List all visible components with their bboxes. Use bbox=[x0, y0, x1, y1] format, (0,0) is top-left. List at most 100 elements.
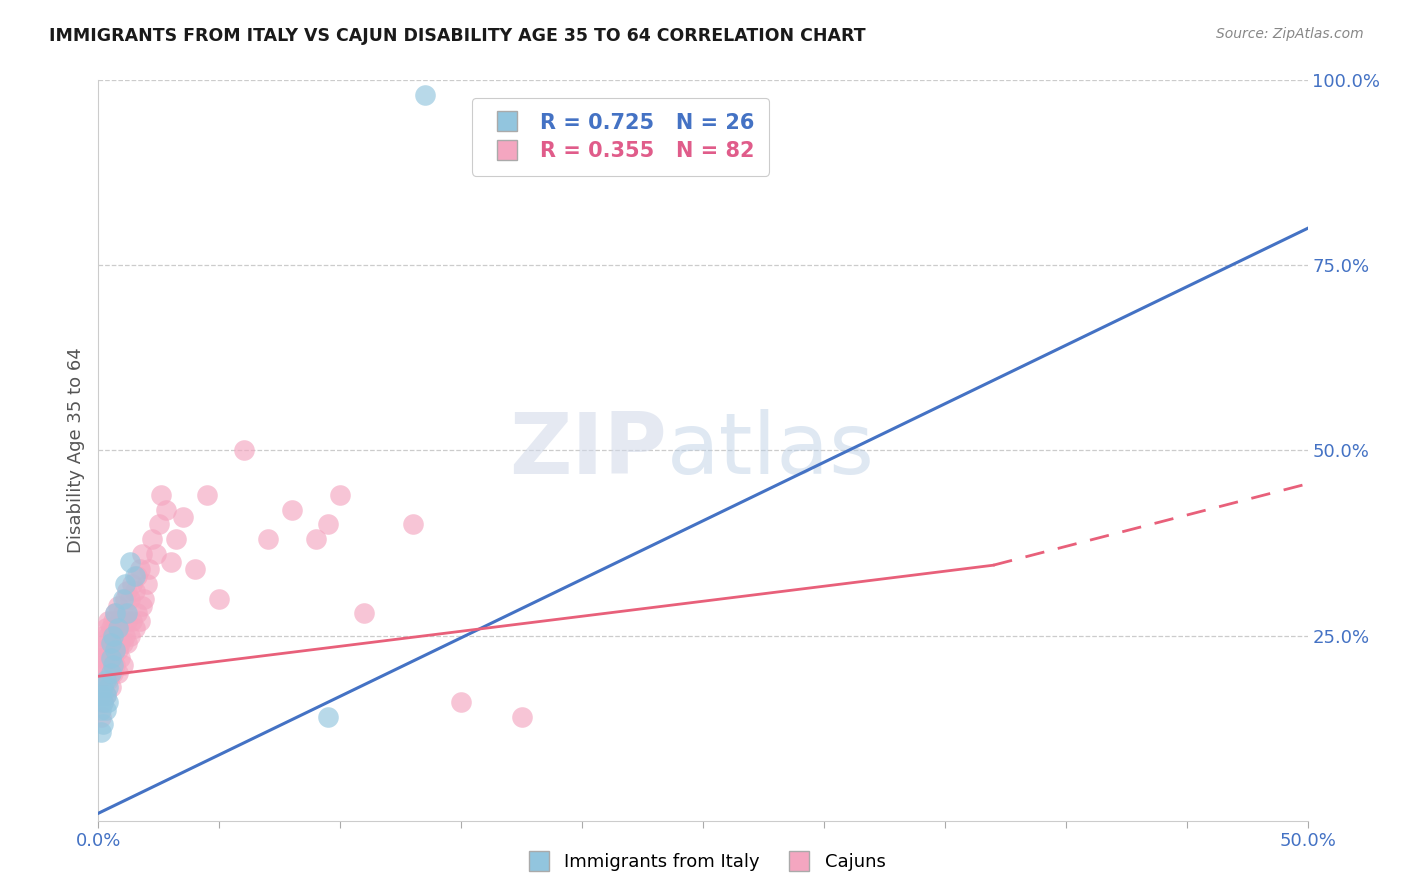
Point bbox=[100, 665, 122, 680]
Point bbox=[100, 681, 122, 695]
Text: Source: ZipAtlas.com: Source: ZipAtlas.com bbox=[1216, 27, 1364, 41]
Point bbox=[148, 517, 170, 532]
Point bbox=[90, 688, 112, 702]
Point bbox=[329, 488, 352, 502]
Point bbox=[101, 658, 124, 673]
Point bbox=[101, 650, 124, 665]
Point bbox=[107, 643, 129, 657]
Point bbox=[150, 488, 173, 502]
Point bbox=[118, 628, 141, 642]
Point bbox=[107, 599, 129, 613]
Point bbox=[402, 517, 425, 532]
Point bbox=[316, 517, 339, 532]
Point bbox=[353, 607, 375, 621]
Point bbox=[101, 614, 124, 628]
Point bbox=[97, 628, 120, 642]
Point bbox=[90, 724, 112, 739]
Point bbox=[510, 710, 533, 724]
Point bbox=[111, 636, 134, 650]
Point bbox=[450, 695, 472, 709]
Point bbox=[104, 658, 127, 673]
Point bbox=[117, 614, 139, 628]
Point bbox=[145, 547, 167, 561]
Point bbox=[94, 673, 117, 687]
Point bbox=[114, 628, 136, 642]
Point bbox=[128, 562, 150, 576]
Point bbox=[100, 621, 122, 635]
Point bbox=[90, 703, 112, 717]
Point bbox=[97, 681, 120, 695]
Point bbox=[104, 607, 127, 621]
Point bbox=[107, 621, 129, 635]
Point bbox=[101, 665, 124, 680]
Point bbox=[94, 621, 117, 635]
Point bbox=[114, 576, 136, 591]
Point bbox=[127, 607, 149, 621]
Point bbox=[91, 681, 114, 695]
Point bbox=[208, 591, 231, 606]
Point bbox=[195, 488, 218, 502]
Point bbox=[121, 576, 143, 591]
Point bbox=[94, 688, 117, 702]
Point bbox=[94, 665, 117, 680]
Point bbox=[316, 710, 339, 724]
Point bbox=[128, 614, 150, 628]
Point bbox=[131, 547, 153, 561]
Point bbox=[155, 502, 177, 516]
Point bbox=[108, 650, 131, 665]
Point bbox=[94, 636, 117, 650]
Point bbox=[118, 591, 141, 606]
Point bbox=[101, 628, 124, 642]
Point bbox=[100, 665, 122, 680]
Point bbox=[124, 584, 146, 599]
Point bbox=[104, 607, 127, 621]
Point bbox=[100, 650, 122, 665]
Point bbox=[114, 591, 136, 606]
Text: ZIP: ZIP bbox=[509, 409, 666, 492]
Point bbox=[305, 533, 328, 547]
Point bbox=[91, 695, 114, 709]
Point bbox=[91, 681, 114, 695]
Point bbox=[91, 717, 114, 731]
Point bbox=[138, 562, 160, 576]
Point bbox=[124, 569, 146, 583]
Point bbox=[165, 533, 187, 547]
Point bbox=[100, 643, 122, 657]
Point bbox=[104, 643, 127, 657]
Legend: Immigrants from Italy, Cajuns: Immigrants from Italy, Cajuns bbox=[513, 847, 893, 879]
Point bbox=[97, 695, 120, 709]
Point bbox=[94, 650, 117, 665]
Point bbox=[172, 510, 194, 524]
Point bbox=[117, 636, 139, 650]
Point bbox=[90, 673, 112, 687]
Legend: R = 0.725   N = 26, R = 0.355   N = 82: R = 0.725 N = 26, R = 0.355 N = 82 bbox=[471, 98, 769, 176]
Point bbox=[91, 643, 114, 657]
Point bbox=[108, 636, 131, 650]
Point bbox=[94, 688, 117, 702]
Y-axis label: Disability Age 35 to 64: Disability Age 35 to 64 bbox=[66, 348, 84, 553]
Point bbox=[107, 621, 129, 635]
Point bbox=[117, 584, 139, 599]
Point bbox=[127, 569, 149, 583]
Point bbox=[281, 502, 304, 516]
Point bbox=[111, 607, 134, 621]
Point bbox=[97, 658, 120, 673]
Point bbox=[97, 673, 120, 687]
Point bbox=[100, 636, 122, 650]
Point bbox=[97, 643, 120, 657]
Point bbox=[108, 614, 131, 628]
Point bbox=[91, 658, 114, 673]
Point bbox=[141, 533, 163, 547]
Point bbox=[107, 665, 129, 680]
Point bbox=[232, 443, 254, 458]
Point bbox=[413, 88, 436, 103]
Point bbox=[256, 533, 278, 547]
Point bbox=[111, 591, 134, 606]
Point bbox=[91, 695, 114, 709]
Point bbox=[184, 562, 207, 576]
Text: atlas: atlas bbox=[666, 409, 875, 492]
Point bbox=[111, 658, 134, 673]
Point bbox=[90, 710, 112, 724]
Point bbox=[104, 643, 127, 657]
Point bbox=[90, 688, 112, 702]
